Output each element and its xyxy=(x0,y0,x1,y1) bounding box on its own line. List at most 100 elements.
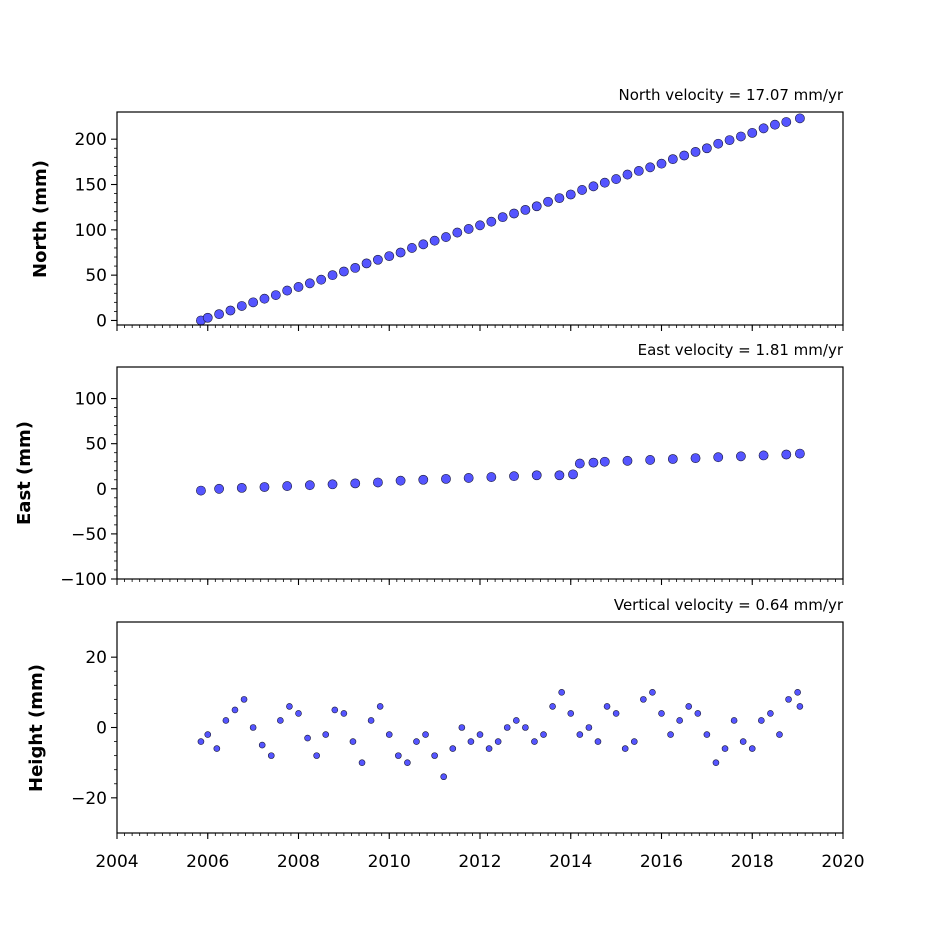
data-point xyxy=(724,135,735,145)
panel-title-east: East velocity = 1.81 mm/yr xyxy=(638,341,844,359)
data-point xyxy=(385,731,393,738)
data-point xyxy=(585,724,593,731)
data-point xyxy=(781,449,792,460)
y-tick-label: 0 xyxy=(96,719,107,739)
data-point xyxy=(340,710,348,717)
data-point xyxy=(645,455,656,465)
y-tick-label: −20 xyxy=(71,789,107,809)
data-point xyxy=(690,453,701,464)
y-tick-label: 20 xyxy=(85,648,107,668)
data-point xyxy=(475,220,485,231)
data-point xyxy=(730,717,738,724)
data-point xyxy=(713,138,724,149)
data-point xyxy=(785,696,792,703)
data-point xyxy=(277,717,284,724)
x-tick-label: 2004 xyxy=(95,852,138,872)
data-point xyxy=(494,738,502,745)
data-point xyxy=(713,452,724,463)
data-point xyxy=(781,117,792,127)
data-point xyxy=(204,731,212,738)
data-point xyxy=(739,738,747,745)
data-point xyxy=(794,448,805,459)
data-point xyxy=(549,703,556,710)
data-point xyxy=(497,212,508,223)
panel-height: Vertical velocity = 0.64 mm/yr Height (m… xyxy=(26,596,865,872)
data-point xyxy=(690,146,701,157)
x-tick-label: 2008 xyxy=(277,852,320,872)
data-point xyxy=(531,470,542,481)
data-point xyxy=(599,177,610,188)
data-point xyxy=(463,473,474,483)
x-tick-label: 2018 xyxy=(731,852,774,872)
data-point xyxy=(231,706,239,714)
data-point xyxy=(568,469,578,480)
data-point xyxy=(293,282,304,292)
data-point xyxy=(747,127,758,138)
data-point xyxy=(736,131,746,142)
data-point xyxy=(770,119,780,130)
data-point xyxy=(413,738,420,745)
x-tick-label: 2010 xyxy=(368,852,411,872)
data-point xyxy=(449,745,457,752)
y-tick-label: 100 xyxy=(75,390,107,410)
data-point xyxy=(622,169,633,180)
data-point xyxy=(327,479,338,490)
data-point xyxy=(794,113,805,124)
data-point xyxy=(486,472,497,482)
data-point xyxy=(429,235,440,246)
data-point xyxy=(736,451,746,462)
data-point xyxy=(503,724,511,731)
data-point xyxy=(611,174,622,184)
data-point xyxy=(576,731,584,738)
data-point xyxy=(703,731,711,738)
y-tick-label: 50 xyxy=(85,266,107,286)
data-point xyxy=(640,696,647,703)
data-point xyxy=(543,196,553,207)
data-point xyxy=(349,738,357,745)
data-point xyxy=(679,150,690,161)
data-point xyxy=(322,731,330,738)
plot-frame-east xyxy=(116,366,844,580)
data-point xyxy=(316,274,327,285)
x-ticks-north xyxy=(116,325,844,331)
data-point xyxy=(395,752,402,759)
panel-east: East velocity = 1.81 mm/yr East (mm) −10… xyxy=(14,341,844,590)
plot-frame-height xyxy=(116,621,844,834)
data-point xyxy=(554,193,565,204)
data-point xyxy=(599,456,610,467)
data-point xyxy=(486,216,497,227)
data-point xyxy=(286,703,293,710)
data-point xyxy=(197,738,205,745)
x-ticks-height: 2004 2006 2008 2010 2012 2014 2016 2018 2020 xyxy=(95,833,865,872)
data-point xyxy=(463,224,474,234)
y-tick-label: 200 xyxy=(75,130,107,150)
data-point xyxy=(441,473,451,484)
data-point xyxy=(240,696,248,703)
data-point xyxy=(373,254,383,265)
data-point xyxy=(225,305,236,316)
x-tick-label: 2020 xyxy=(821,852,864,872)
y-tick-label: 0 xyxy=(96,480,107,500)
plot-frame-north xyxy=(116,111,844,326)
data-point xyxy=(767,710,774,717)
data-points-north xyxy=(196,113,805,326)
data-point xyxy=(196,485,206,496)
data-point xyxy=(431,752,438,759)
y-ticks-east: −100 −50 0 50 100 xyxy=(60,390,117,590)
data-point xyxy=(758,123,769,134)
data-point xyxy=(612,710,620,717)
y-ticks-north: 0 50 100 150 200 xyxy=(75,130,117,331)
data-point xyxy=(282,285,293,296)
data-point xyxy=(776,731,783,738)
x-tick-label: 2012 xyxy=(458,852,501,872)
data-point xyxy=(748,745,756,752)
panel-north: North velocity = 17.07 mm/yr North (mm) … xyxy=(30,86,844,331)
data-point xyxy=(214,483,224,494)
data-point xyxy=(721,745,729,752)
data-point xyxy=(667,731,674,738)
data-point xyxy=(667,154,678,165)
data-point xyxy=(259,293,270,304)
data-point xyxy=(712,759,720,766)
data-point xyxy=(350,478,361,489)
y-tick-label: −100 xyxy=(60,570,107,590)
